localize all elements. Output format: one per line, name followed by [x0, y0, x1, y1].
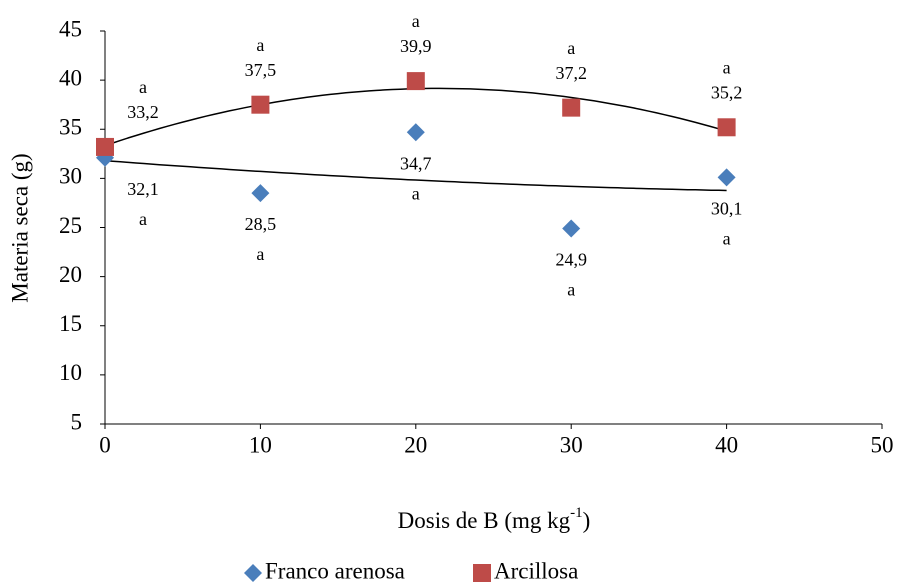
point	[251, 95, 270, 114]
letter-label: a	[723, 57, 731, 77]
letter-label: a	[139, 209, 147, 229]
letter-label: a	[412, 11, 420, 31]
y-tick-label: 40	[59, 65, 82, 90]
letter-label: a	[256, 244, 264, 264]
y-tick-label: 35	[59, 115, 82, 140]
y-tick-label: 45	[59, 16, 82, 41]
y-tick-label: 30	[59, 164, 82, 189]
value-label: 35,2	[711, 82, 743, 102]
letter-label: a	[139, 77, 147, 97]
legend-label: Franco arenosa	[265, 558, 405, 583]
value-label: 30,1	[711, 199, 743, 219]
x-axis-title-sup: -1	[570, 505, 583, 521]
value-label: 37,2	[555, 63, 587, 83]
y-tick-label: 10	[59, 360, 82, 385]
letter-label: a	[723, 229, 731, 249]
x-tick-label: 50	[871, 432, 894, 457]
point	[562, 98, 581, 117]
legend-marker	[244, 564, 262, 582]
point	[717, 168, 736, 187]
x-tick-label: 0	[99, 432, 111, 457]
y-tick-label: 5	[71, 409, 83, 434]
value-label: 33,2	[127, 102, 159, 122]
point	[251, 184, 270, 203]
y-axis-title: Materia seca (g)	[7, 153, 32, 302]
point	[717, 118, 736, 137]
legend-label: Arcillosa	[494, 558, 578, 583]
x-tick-label: 40	[715, 432, 738, 457]
x-tick-label: 10	[249, 432, 272, 457]
point	[96, 137, 114, 156]
trend-line	[104, 159, 727, 192]
y-tick-label: 15	[59, 311, 82, 336]
value-label: 34,7	[400, 153, 432, 173]
letter-label: a	[256, 35, 264, 55]
y-tick-label: 20	[59, 262, 82, 287]
letter-label: a	[567, 280, 575, 300]
letter-label: a	[567, 38, 575, 58]
point	[562, 219, 581, 238]
legend-marker	[473, 564, 491, 582]
y-tick-label: 25	[59, 213, 82, 238]
value-label: 24,9	[555, 250, 587, 270]
point	[406, 123, 425, 142]
x-axis-title-tail: )	[583, 508, 591, 533]
value-label: 37,5	[245, 60, 277, 80]
value-label: 32,1	[127, 179, 159, 199]
point	[406, 72, 425, 91]
x-tick-label: 20	[404, 432, 427, 457]
value-label: 28,5	[245, 214, 277, 234]
value-label: 39,9	[400, 36, 432, 56]
x-axis-title-text: Dosis de B (mg kg	[398, 508, 571, 533]
letter-label: a	[412, 183, 420, 203]
x-axis-title: Dosis de B (mg kg-1)	[398, 505, 591, 533]
x-tick-label: 30	[560, 432, 583, 457]
